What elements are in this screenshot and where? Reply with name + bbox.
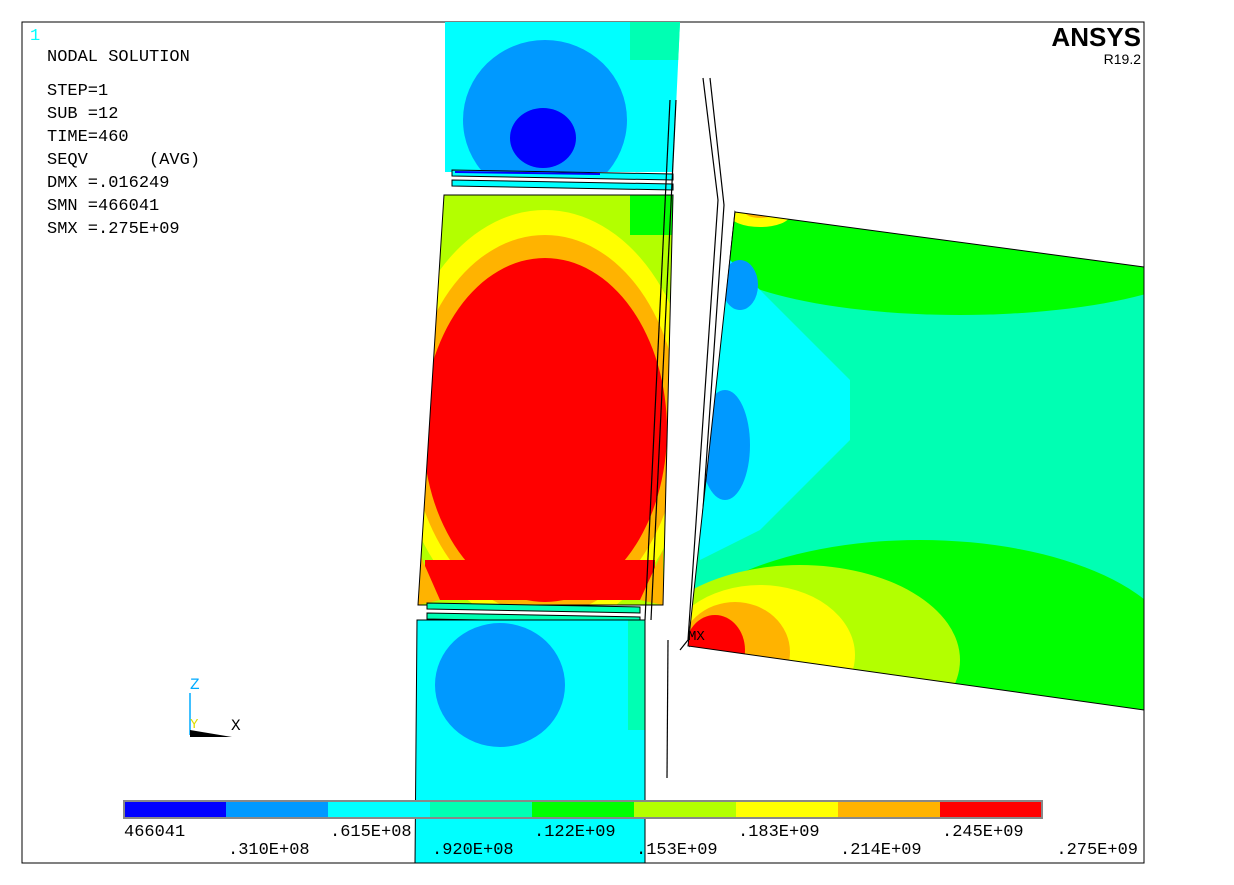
legend-border <box>123 800 1043 819</box>
legend-swatch <box>736 801 838 818</box>
beam-outline <box>687 211 1145 711</box>
info-line: SEQV (AVG) <box>47 151 200 170</box>
legend-label: .214E+09 <box>840 841 922 860</box>
legend-swatch <box>532 801 634 818</box>
info-line: SMX =.275E+09 <box>47 220 180 239</box>
lower-column <box>415 620 645 863</box>
legend-swatch <box>226 801 328 818</box>
info-line: SMN =466041 <box>47 197 159 216</box>
legend-label: .245E+09 <box>942 823 1024 842</box>
legend-label: .183E+09 <box>738 823 820 842</box>
middle-outline <box>417 194 674 606</box>
legend-label: .310E+08 <box>228 841 310 860</box>
legend-swatch <box>634 801 736 818</box>
legend-label: .275E+09 <box>1056 841 1138 860</box>
axis-y: Y <box>190 717 199 733</box>
legend: 466041 .310E+08 .615E+08 .920E+08 .122E+09 .1… <box>123 800 1138 860</box>
legend-swatch <box>838 801 940 818</box>
legend-label: 466041 <box>124 823 185 842</box>
info-line: DMX =.016249 <box>47 174 169 193</box>
info-line: SUB =12 <box>47 105 118 124</box>
max-marker: MX <box>688 629 705 645</box>
version: R19.2 <box>1104 51 1142 67</box>
legend-swatch <box>940 801 1042 818</box>
legend-label: .615E+08 <box>330 823 412 842</box>
legend-label: .153E+09 <box>636 841 718 860</box>
legend-swatch <box>328 801 430 818</box>
axis-x: X <box>231 717 241 735</box>
legend-swatch <box>124 801 226 818</box>
axis-z: Z <box>190 676 200 694</box>
triad: Z Y X <box>189 676 241 737</box>
info-block: STEP=1 SUB =12 TIME=460 SEQV (AVG) DMX =.016… <box>47 82 200 239</box>
upper-column <box>445 22 680 172</box>
plot-title: NODAL SOLUTION <box>47 48 190 67</box>
lower-outline <box>414 619 646 864</box>
upper-plates <box>451 169 674 191</box>
window-number: 1 <box>30 27 40 46</box>
middle-column <box>418 195 673 605</box>
legend-label: .122E+09 <box>534 823 616 842</box>
info-line: STEP=1 <box>47 82 108 101</box>
legend-label: .920E+08 <box>432 841 514 860</box>
legend-swatch <box>430 801 532 818</box>
info-line: TIME=460 <box>47 128 129 147</box>
brand: ANSYS <box>1051 22 1141 52</box>
